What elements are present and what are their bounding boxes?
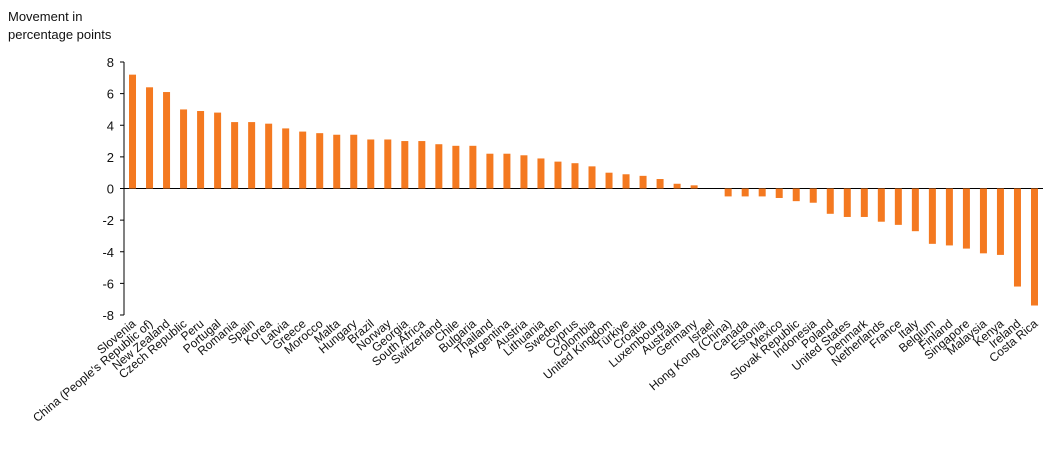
bar-46 — [911, 188, 919, 232]
bar-27 — [588, 166, 596, 189]
bar-17 — [418, 141, 426, 189]
y-tick-label: -2 — [102, 213, 114, 228]
y-tick-label: 2 — [107, 150, 114, 165]
bar-36 — [741, 188, 749, 197]
y-tick-label: 4 — [107, 118, 114, 133]
y-tick-label: 8 — [107, 55, 114, 70]
bar-41 — [826, 188, 834, 214]
bar-31 — [656, 179, 664, 189]
bar-29 — [622, 174, 630, 189]
bar-44 — [877, 188, 885, 222]
bar-15 — [384, 139, 392, 189]
bar-48 — [945, 188, 953, 246]
bar-32 — [673, 183, 681, 189]
bar-0 — [129, 74, 137, 189]
bar-4 — [197, 111, 205, 189]
bar-3 — [180, 109, 188, 189]
bar-47 — [928, 188, 936, 244]
bar-14 — [367, 139, 375, 189]
bar-11 — [316, 133, 324, 189]
bar-26 — [571, 163, 579, 189]
bar-layer — [129, 74, 1038, 306]
bar-25 — [554, 161, 562, 189]
bar-53 — [1030, 188, 1038, 306]
bar-43 — [860, 188, 868, 217]
bar-52 — [1013, 188, 1021, 287]
bar-51 — [996, 188, 1004, 255]
bar-24 — [537, 158, 545, 189]
bar-13 — [350, 134, 358, 189]
y-axis-label: Movement in percentage points — [8, 9, 112, 42]
bar-16 — [401, 141, 409, 189]
bar-22 — [503, 153, 511, 189]
bar-6 — [231, 122, 239, 189]
bar-39 — [792, 188, 800, 202]
axis-layer: 8 6 4 2 0 -2 -4 -6 -8 — [102, 55, 1043, 323]
y-tick-label: 6 — [107, 87, 114, 102]
bar-37 — [758, 188, 766, 197]
bar-49 — [962, 188, 970, 249]
bar-42 — [843, 188, 851, 217]
bar-23 — [520, 155, 528, 189]
bar-28 — [605, 172, 613, 189]
y-tick-label: -8 — [102, 308, 114, 323]
y-tick-label: -6 — [102, 276, 114, 291]
y-tick-label: -4 — [102, 245, 114, 260]
bar-20 — [469, 145, 477, 189]
bar-5 — [214, 112, 222, 189]
bar-30 — [639, 175, 647, 189]
bar-40 — [809, 188, 817, 203]
bar-21 — [486, 153, 494, 189]
bar-33 — [690, 185, 698, 189]
bar-8 — [265, 123, 273, 189]
bar-35 — [724, 188, 732, 197]
bar-1 — [146, 87, 154, 189]
bar-9 — [282, 128, 290, 189]
bar-10 — [299, 131, 307, 189]
bar-19 — [452, 145, 460, 189]
bar-50 — [979, 188, 987, 254]
bar-45 — [894, 188, 902, 225]
bar-2 — [163, 92, 171, 189]
bar-38 — [775, 188, 783, 198]
bar-12 — [333, 134, 341, 189]
bar-7 — [248, 122, 256, 189]
y-tick-label: 0 — [107, 182, 114, 197]
bar-18 — [435, 144, 443, 189]
